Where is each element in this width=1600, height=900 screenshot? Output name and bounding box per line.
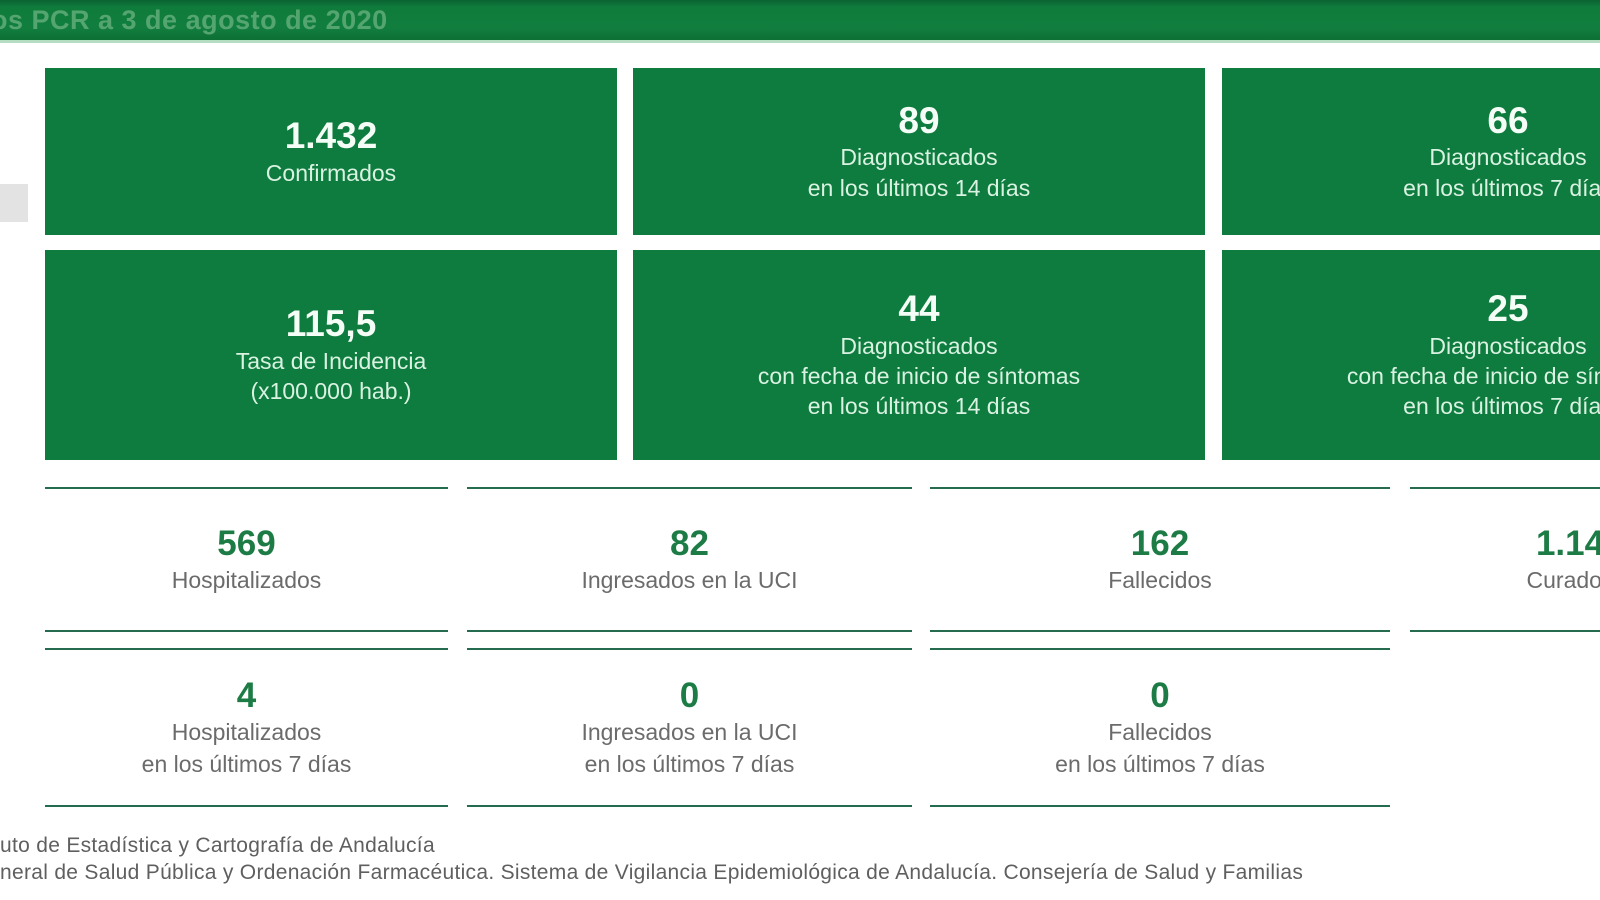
stat-label: Hospitalizados bbox=[171, 566, 322, 593]
stat-value: 4 bbox=[236, 676, 257, 716]
kpi-card-confirmados[interactable]: 1.432 Confirmados bbox=[45, 68, 617, 235]
kpi-value: 115,5 bbox=[285, 303, 377, 345]
title-bar: os PCR a 3 de agosto de 2020 bbox=[0, 0, 1600, 43]
footer-source-line-2: neral de Salud Pública y Ordenación Farm… bbox=[0, 861, 1304, 884]
stat-tile-ingresados-uci-7dias[interactable]: 0 Ingresados en la UCI en los últimos 7 … bbox=[467, 648, 912, 807]
clipped-left-element bbox=[0, 184, 28, 222]
kpi-card-tasa-incidencia[interactable]: 115,5 Tasa de Incidencia (x100.000 hab.) bbox=[45, 250, 617, 460]
kpi-label: Tasa de Incidencia bbox=[235, 347, 427, 374]
kpi-value: 1.432 bbox=[284, 115, 378, 157]
stat-value: 162 bbox=[1130, 523, 1190, 563]
kpi-label: con fecha de inicio de síntomas bbox=[757, 363, 1081, 390]
kpi-label: Confirmados bbox=[265, 159, 397, 186]
stat-label: Ingresados en la UCI bbox=[581, 719, 798, 746]
kpi-card-sintomas-14dias[interactable]: 44 Diagnosticados con fecha de inicio de… bbox=[633, 250, 1205, 460]
kpi-label: Diagnosticados bbox=[1429, 144, 1587, 171]
stat-value: 1.14 bbox=[1535, 523, 1600, 563]
kpi-label: en los últimos 7 días bbox=[1403, 393, 1600, 420]
stat-tile-hospitalizados[interactable]: 569 Hospitalizados bbox=[45, 487, 448, 632]
kpi-label: Diagnosticados bbox=[1429, 332, 1587, 359]
stat-label: Fallecidos bbox=[1108, 719, 1212, 746]
kpi-value: 44 bbox=[898, 288, 940, 330]
stat-tile-fallecidos-7dias[interactable]: 0 Fallecidos en los últimos 7 días bbox=[930, 648, 1390, 807]
stat-label: Ingresados en la UCI bbox=[581, 566, 798, 593]
kpi-label: (x100.000 hab.) bbox=[250, 378, 412, 405]
stat-value: 569 bbox=[217, 523, 276, 563]
stat-label: en los últimos 7 días bbox=[141, 750, 352, 777]
stat-value: 0 bbox=[679, 676, 700, 716]
kpi-value: 25 bbox=[1487, 288, 1529, 330]
stat-tile-hospitalizados-7dias[interactable]: 4 Hospitalizados en los últimos 7 días bbox=[45, 648, 448, 807]
kpi-label: Diagnosticados bbox=[840, 332, 998, 359]
kpi-card-diagnosticados-7dias[interactable]: 66 Diagnosticados en los últimos 7 días bbox=[1222, 68, 1600, 235]
stat-label: Hospitalizados bbox=[171, 719, 322, 746]
kpi-card-diagnosticados-14dias[interactable]: 89 Diagnosticados en los últimos 14 días bbox=[633, 68, 1205, 235]
kpi-label: en los últimos 14 días bbox=[807, 174, 1031, 201]
kpi-value: 89 bbox=[898, 99, 940, 141]
kpi-value: 66 bbox=[1487, 99, 1529, 141]
page-title: os PCR a 3 de agosto de 2020 bbox=[0, 5, 388, 35]
kpi-label: en los últimos 7 días bbox=[1403, 174, 1600, 201]
kpi-label: en los últimos 14 días bbox=[807, 393, 1031, 420]
kpi-card-sintomas-7dias[interactable]: 25 Diagnosticados con fecha de inicio de… bbox=[1222, 250, 1600, 460]
kpi-label: Diagnosticados bbox=[840, 144, 998, 171]
stat-tile-fallecidos[interactable]: 162 Fallecidos bbox=[930, 487, 1390, 632]
stat-value: 0 bbox=[1150, 676, 1170, 716]
stat-value: 82 bbox=[670, 523, 709, 563]
stat-tile-ingresados-uci[interactable]: 82 Ingresados en la UCI bbox=[467, 487, 912, 632]
kpi-label: con fecha de inicio de síntomas bbox=[1346, 363, 1600, 390]
stat-tile-curados[interactable]: 1.14 Curados bbox=[1410, 487, 1600, 632]
stat-label: en los últimos 7 días bbox=[584, 750, 795, 777]
footer-source-line-1: uto de Estadística y Cartografía de Anda… bbox=[0, 834, 435, 857]
stat-label: en los últimos 7 días bbox=[1055, 750, 1265, 777]
stat-label: Curados bbox=[1526, 566, 1600, 593]
stat-label: Fallecidos bbox=[1108, 566, 1212, 593]
